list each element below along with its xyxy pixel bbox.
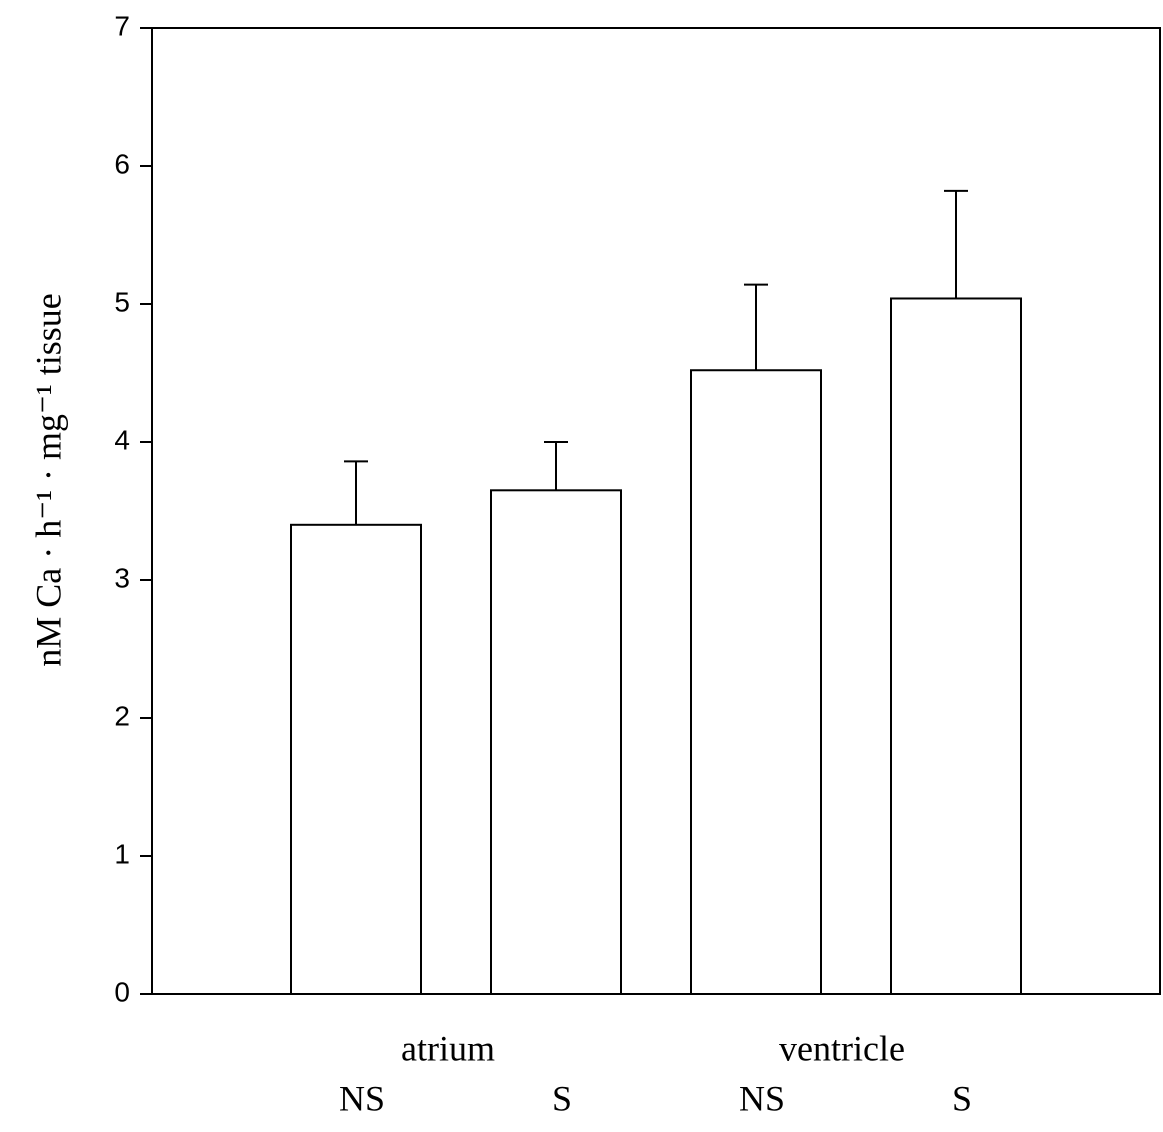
y-tick-label: 7 bbox=[114, 10, 130, 41]
bar bbox=[690, 369, 822, 995]
bar bbox=[890, 297, 1022, 996]
plot-frame bbox=[151, 27, 1161, 995]
x-tick-label: S bbox=[952, 1078, 972, 1118]
y-tick-label: 5 bbox=[114, 286, 130, 317]
group-label: atrium bbox=[401, 1028, 495, 1068]
bar bbox=[490, 489, 622, 995]
y-axis-label: nM Ca · h⁻¹ · mg⁻¹ tissue bbox=[28, 293, 68, 667]
bar bbox=[290, 523, 422, 995]
x-tick-label: NS bbox=[339, 1078, 385, 1118]
y-tick-label: 0 bbox=[114, 976, 130, 1007]
group-label: ventricle bbox=[779, 1028, 905, 1068]
y-tick-label: 6 bbox=[114, 148, 130, 179]
y-tick-label: 1 bbox=[114, 838, 130, 869]
y-tick-label: 4 bbox=[114, 424, 130, 455]
y-tick-label: 2 bbox=[114, 700, 130, 731]
y-tick-label: 3 bbox=[114, 562, 130, 593]
x-tick-label: S bbox=[552, 1078, 572, 1118]
x-tick-label: NS bbox=[739, 1078, 785, 1118]
